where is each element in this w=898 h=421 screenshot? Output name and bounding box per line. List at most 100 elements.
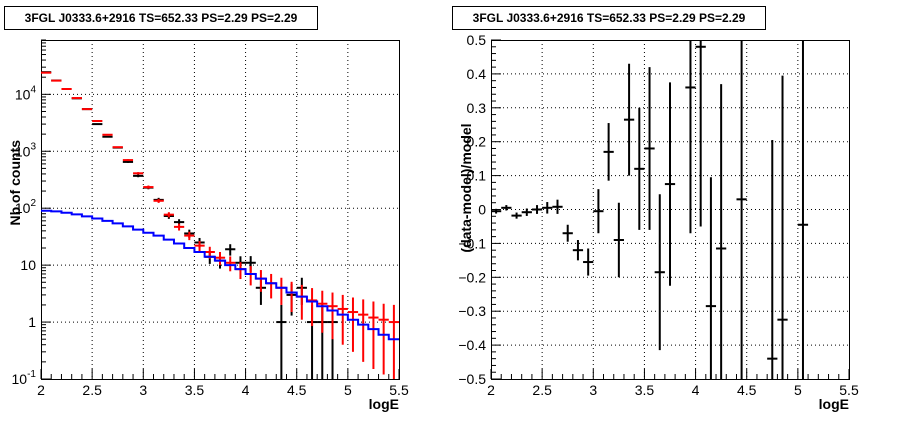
y-tick-label-base: 10 [20, 257, 36, 273]
data-point [613, 202, 624, 278]
model-point [194, 241, 205, 252]
counts-title: 3FGL J0333.6+2916 TS=652.33 PS=2.29 PS=2… [25, 11, 298, 25]
y-tick-label-exponent: -1 [27, 369, 36, 380]
data-point [664, 82, 676, 286]
data-point [572, 240, 584, 261]
y-tick-label: 0.3 [467, 100, 487, 116]
data-point [623, 63, 635, 176]
x-tick-label: 5.5 [839, 382, 859, 398]
y-tick-label: −0.2 [458, 269, 486, 285]
y-tick-label-base: 10 [15, 200, 31, 216]
model-point [102, 133, 113, 136]
y-tick-label: 10-1 [12, 369, 37, 387]
data-point [777, 75, 788, 379]
data-point [531, 205, 543, 214]
model-point [122, 159, 134, 162]
residual-title-frame [452, 6, 766, 30]
model-point [225, 256, 236, 272]
x-tick-label: 4 [692, 382, 700, 398]
model-point [368, 301, 379, 369]
x-tick-label: 4 [242, 382, 250, 398]
model-point [133, 172, 144, 175]
data-point [797, 40, 809, 379]
y-tick-label: 0 [478, 202, 486, 218]
data-point [501, 205, 512, 211]
data-point [511, 212, 522, 219]
model-point [317, 290, 328, 333]
model-point [327, 292, 338, 340]
residual-grid [491, 40, 849, 379]
y-tick-label-base: 10 [12, 371, 28, 387]
data-point [491, 208, 502, 214]
residual-title-box: 3FGL J0333.6+2916 TS=652.33 PS=2.29 PS=2… [452, 6, 766, 30]
y-tick-label: 0.1 [467, 168, 487, 184]
x-tick-label: 2 [37, 382, 45, 398]
y-tick-label-exponent: 2 [30, 198, 36, 209]
model-point [347, 297, 359, 352]
model-point [184, 231, 195, 241]
x-tick-label: 3 [589, 382, 597, 398]
model-step-line [41, 209, 399, 341]
model-point [163, 212, 174, 218]
y-tick-label: 102 [15, 198, 37, 216]
x-tick-label: 2.5 [82, 382, 102, 398]
data-point [552, 199, 563, 214]
data-point [736, 40, 747, 379]
x-tick-label: 2 [487, 382, 495, 398]
counts-y-axis-label: Nb of counts [7, 140, 23, 226]
residual-y-axis-label: (data-model)/model [458, 123, 474, 252]
model-point [92, 120, 103, 123]
data-point [225, 244, 236, 256]
data-point [521, 208, 532, 216]
x-tick-label: 3.5 [635, 382, 655, 398]
counts-data [41, 71, 399, 379]
data-point [603, 123, 614, 181]
counts-title-frame [4, 6, 318, 30]
y-tick-label: −0.1 [458, 235, 486, 251]
model-point [143, 185, 154, 189]
data-point [276, 304, 287, 379]
data-point [767, 140, 778, 379]
y-tick-label-exponent: 4 [30, 84, 36, 95]
data-point [583, 248, 594, 276]
counts-x-axis-label: logE [369, 396, 399, 412]
y-tick-label: −0.5 [458, 371, 486, 387]
y-tick-label-base: 10 [15, 86, 31, 102]
data-point [634, 107, 645, 230]
y-tick-label: 10 [20, 257, 36, 273]
data-point [695, 40, 706, 227]
x-tick-label: 4.5 [287, 382, 307, 398]
residual-x-axis-label: logE [819, 396, 849, 412]
residual-axis-ticks: 2 2.5 3 3.5 4 4.5 5 5.5 −0.5 −0.4 −0.3 −0.2 −0.1 0 0.1… [458, 32, 859, 398]
data-point [542, 202, 553, 214]
y-tick-label: −0.4 [458, 337, 486, 353]
data-point [644, 67, 655, 230]
residual-data [491, 40, 809, 379]
y-tick-label-base: 1 [28, 314, 36, 330]
data-point [716, 84, 727, 379]
model-point [214, 252, 226, 266]
model-point [378, 303, 389, 375]
model-point [358, 299, 369, 362]
counts-grid [41, 40, 399, 379]
data-point [133, 174, 144, 178]
y-tick-label-base: 10 [15, 143, 31, 159]
residual-title: 3FGL J0333.6+2916 TS=652.33 PS=2.29 PS=2… [473, 11, 746, 25]
x-tick-label: 3 [139, 382, 147, 398]
data-point [562, 224, 573, 242]
data-point [122, 160, 134, 163]
x-tick-label: 5.5 [389, 382, 409, 398]
y-tick-label: −0.3 [458, 303, 486, 319]
counts-title-box: 3FGL J0333.6+2916 TS=652.33 PS=2.29 PS=2… [4, 6, 318, 30]
y-tick-label: 0.5 [467, 32, 487, 48]
y-tick-label: 1 [28, 314, 36, 330]
model-point [112, 146, 123, 149]
x-tick-label: 4.5 [737, 382, 757, 398]
y-tick-label-exponent: 3 [30, 141, 36, 152]
data-point [685, 40, 696, 234]
model-point [153, 198, 164, 203]
